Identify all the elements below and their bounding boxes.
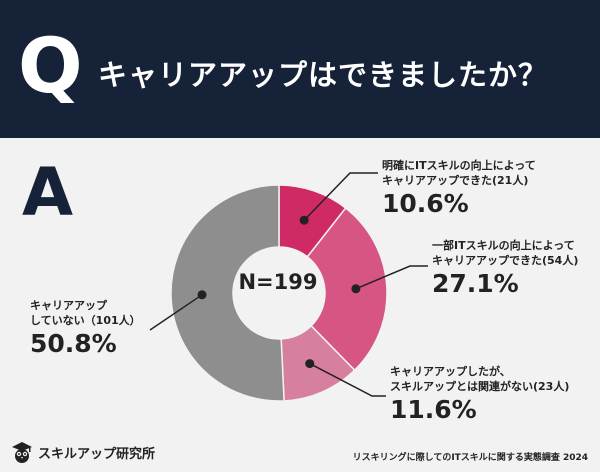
leader-dot-0 xyxy=(299,215,309,225)
slice-0-label-line-2: キャリアアップできた(21人) xyxy=(382,174,529,187)
donut-slice-1 xyxy=(306,206,388,372)
slice-3-label-line-1: キャリアアップ xyxy=(30,299,107,312)
leader-dot-1 xyxy=(351,284,361,294)
leader-line-0 xyxy=(303,172,378,221)
leader-line-2 xyxy=(309,362,386,397)
slice-3-value: 50.8% xyxy=(30,329,117,358)
slice-2-label-line-2: スキルアップとは関連がない(23人) xyxy=(390,380,570,393)
slice-1-label-line-2: キャリアアップできた(54人) xyxy=(432,254,579,267)
slice-1-label-line-1: 一部ITスキルの向上によって xyxy=(432,239,575,252)
leader-dot-2 xyxy=(305,359,315,369)
label-slice-3: キャリアアップ していない（101人） 50.8% xyxy=(30,298,141,359)
brand-logo: スキルアップ研究所 xyxy=(10,440,155,464)
sample-size-label: N=199 xyxy=(238,270,318,294)
owl-graduate-icon xyxy=(12,442,32,463)
slice-2-label-line-1: キャリアアップしたが、 xyxy=(390,365,511,378)
slice-1-value: 27.1% xyxy=(432,269,519,298)
slice-3-label-line-2: していない（101人） xyxy=(30,314,141,327)
header-banner: Q キャリアアップはできましたか？ xyxy=(0,0,600,138)
slice-0-value: 10.6% xyxy=(382,189,469,218)
label-slice-0: 明確にITスキルの向上によって キャリアアップできた(21人) 10.6% xyxy=(382,158,536,219)
logo-text: スキルアップ研究所 xyxy=(38,446,156,462)
leader-dot-3 xyxy=(197,290,207,300)
donut-slice-3 xyxy=(170,184,285,402)
slice-2-value: 11.6% xyxy=(390,395,477,424)
q-letter: Q xyxy=(18,21,83,110)
a-letter: A xyxy=(22,154,74,231)
leader-line-3 xyxy=(149,294,203,331)
label-slice-2: キャリアアップしたが、 スキルアップとは関連がない(23人) 11.6% xyxy=(390,364,569,425)
leader-line-1 xyxy=(355,265,428,290)
label-slice-1: 一部ITスキルの向上によって キャリアアップできた(54人) 27.1% xyxy=(432,238,578,299)
question-text: キャリアアップはできましたか？ xyxy=(98,58,549,92)
slice-0-label-line-1: 明確にITスキルの向上によって xyxy=(382,159,536,172)
footer-source: リスキリングに際してのITスキルに関する実態調査 2024 xyxy=(352,453,588,463)
